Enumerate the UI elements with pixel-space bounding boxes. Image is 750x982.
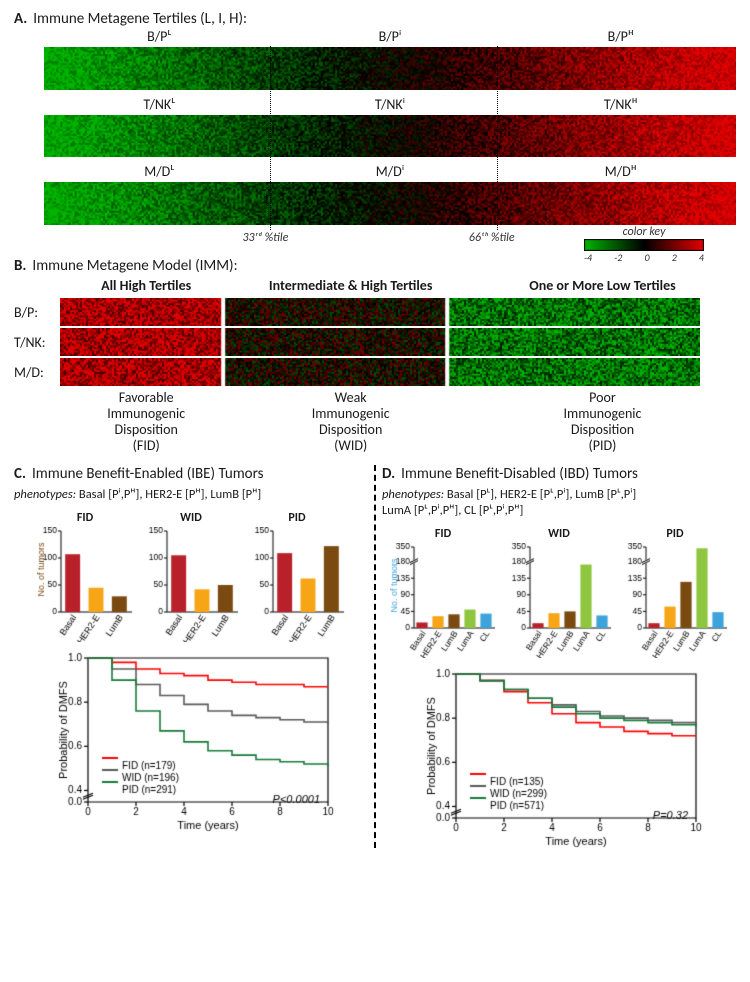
minibar-canvas [390, 543, 496, 658]
panel-b-rowlabel: M/D: [14, 364, 60, 381]
phen-prefix-c: phenotypes: [14, 487, 76, 502]
pct-33: 33ʳᵈ %tile [242, 231, 288, 245]
tertile-label: M/Dᴴ [505, 163, 736, 180]
panel-c-bars: FID WID PID [14, 511, 368, 642]
tertile-label: M/Dⁱ [275, 163, 506, 180]
panel-b-heatmap [60, 328, 700, 356]
panel-c-label: C. [14, 465, 26, 483]
panel-d-km-plot [414, 668, 704, 848]
minibar-canvas [249, 527, 345, 642]
phen-d-2: LumA [Pᴸ,Pⁱ,Pᴴ], CL [Pᴸ,Pⁱ,Pᴴ] [382, 503, 523, 518]
panel-b-row: M/D: [14, 358, 736, 386]
panels-cd: C. Immune Benefit-Enabled (IBE) Tumors p… [14, 465, 736, 849]
disposition-label: PoorImmunogenicDisposition(PID) [469, 390, 736, 454]
minibar-pid: PID [249, 511, 345, 642]
panel-d-title: Immune Benefit-Disabled (IBD) Tumors [401, 465, 638, 483]
panel-b-row: B/P: [14, 298, 736, 326]
panel-a: A. Immune Metagene Tertiles (L, I, H): B… [14, 10, 736, 247]
panel-b-title: Immune Metagene Model (IMM): [32, 257, 237, 275]
tertile-label: B/Pⁱ [275, 28, 506, 45]
panel-b-col-headers: All High TertilesIntermediate & High Ter… [60, 277, 736, 294]
colorkey-tick: 2 [672, 251, 677, 264]
heatmap-row-tnk: T/NKᴸT/NKⁱT/NKᴴ [44, 96, 736, 158]
minibar-wid: WID [506, 527, 612, 658]
color-key: color key -4 -2 0 2 4 [584, 225, 704, 264]
color-key-ticks: -4 -2 0 2 4 [584, 251, 704, 264]
panel-b-header: Intermediate & High Tertiles [232, 277, 469, 294]
panel-a-label: A. [14, 10, 27, 28]
minibar-title: PID [622, 527, 728, 541]
panel-c: C. Immune Benefit-Enabled (IBE) Tumors p… [14, 465, 368, 849]
phen-c: Basal [Pⁱ,Pᴴ], HER2-E [Pᴴ], LumB [Pᴴ] [76, 487, 261, 502]
panel-b-heatmap-rows: B/P: T/NK: M/D: [14, 298, 736, 386]
tertile-label: B/Pᴸ [44, 28, 275, 45]
tertile-label: T/NKᴸ [44, 96, 275, 113]
panel-d: D. Immune Benefit-Disabled (IBD) Tumors … [382, 465, 736, 849]
heatmap-canvas [44, 47, 736, 90]
tertile-label: M/Dᴸ [44, 163, 275, 180]
panel-b-heatmap [60, 358, 700, 386]
panel-d-bars: FID WID PID [382, 527, 736, 658]
minibar-title: WID [506, 527, 612, 541]
panel-c-phenotypes: phenotypes: Basal [Pⁱ,Pᴴ], HER2-E [Pᴴ], … [14, 487, 368, 503]
tertile-label: T/NKᴴ [505, 96, 736, 113]
heatmap-row-bp: B/PᴸB/PⁱB/Pᴴ [44, 28, 736, 90]
panel-a-title: Immune Metagene Tertiles (L, I, H): [33, 10, 247, 28]
tertile-label: B/Pᴴ [505, 28, 736, 45]
colorkey-tick: 4 [699, 251, 704, 264]
panel-b-dispositions: FavorableImmunogenicDisposition(FID)Weak… [60, 390, 736, 454]
heatmap-row-md: M/DᴸM/DⁱM/Dᴴ [44, 163, 736, 225]
color-key-title: color key [584, 225, 704, 239]
minibar-canvas [506, 543, 612, 658]
minibar-title: WID [143, 511, 239, 525]
colorkey-tick: -4 [584, 251, 592, 264]
colorkey-tick: 0 [645, 251, 650, 264]
phen-d-1: Basal [Pᴸ], HER2-E [Pᴸ,Pⁱ], LumB [Pᴸ,Pⁱ] [444, 487, 636, 502]
colorkey-tick: -2 [614, 251, 622, 264]
panel-b-row: T/NK: [14, 328, 736, 356]
panel-d-phenotypes: phenotypes: Basal [Pᴸ], HER2-E [Pᴸ,Pⁱ], … [382, 487, 736, 520]
cd-divider [374, 465, 376, 849]
tertile-label: T/NKⁱ [275, 96, 506, 113]
panel-b-header: All High Tertiles [60, 277, 232, 294]
heatmap-canvas [44, 182, 736, 225]
minibar-pid: PID [622, 527, 728, 658]
minibar-fid: FID [390, 527, 496, 658]
minibar-canvas [37, 527, 133, 642]
panel-b-rowlabel: T/NK: [14, 334, 60, 351]
panel-c-km-plot [46, 652, 336, 832]
minibar-title: PID [249, 511, 345, 525]
heatmap-canvas [44, 115, 736, 158]
minibar-canvas [622, 543, 728, 658]
panel-b-header: One or More Low Tertiles [469, 277, 736, 294]
panel-b-label: B. [14, 257, 26, 275]
minibar-title: FID [390, 527, 496, 541]
panel-a-heatmaps: B/PᴸB/PⁱB/PᴴT/NKᴸT/NKⁱT/NKᴴM/DᴸM/DⁱM/Dᴴ [44, 28, 736, 225]
panel-b-heatmap [60, 298, 700, 326]
percentile-labels: 33ʳᵈ %tile 66ᵗʰ %tile color key -4-2024 [44, 231, 724, 247]
panel-b: B. Immune Metagene Model (IMM): All High… [14, 257, 736, 454]
panel-d-label: D. [382, 465, 395, 483]
disposition-label: WeakImmunogenicDisposition(WID) [232, 390, 469, 454]
minibar-wid: WID [143, 511, 239, 642]
phen-prefix-d: phenotypes: [382, 487, 444, 502]
panel-c-title: Immune Benefit-Enabled (IBE) Tumors [32, 465, 263, 483]
pct-66: 66ᵗʰ %tile [469, 231, 515, 245]
panel-b-rowlabel: B/P: [14, 304, 60, 321]
color-key-gradient [584, 239, 704, 251]
minibar-title: FID [37, 511, 133, 525]
minibar-fid: FID [37, 511, 133, 642]
minibar-canvas [143, 527, 239, 642]
disposition-label: FavorableImmunogenicDisposition(FID) [60, 390, 232, 454]
